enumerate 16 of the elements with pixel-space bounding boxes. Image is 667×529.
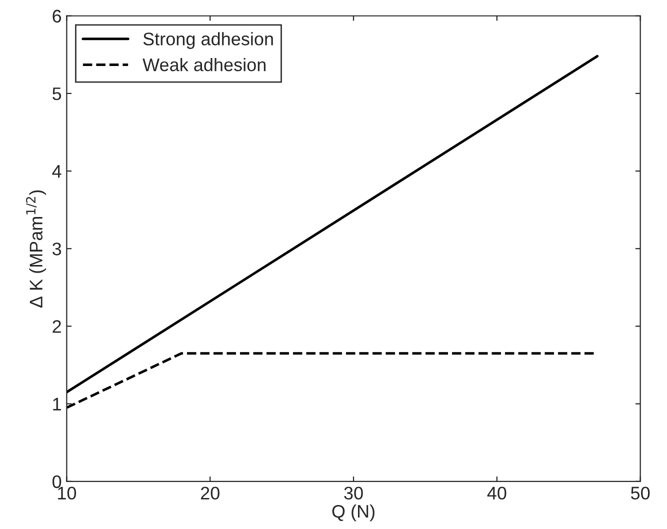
x-tick-label: 10	[58, 486, 76, 500]
y-tick-label: 4	[52, 165, 62, 178]
y-tick-label: 5	[52, 88, 62, 100]
y-tick-label: 2	[52, 320, 61, 333]
x-tick-label: 20	[200, 486, 220, 500]
y-axis-title: Δ K (MPam$^{1/2}$)	[26, 190, 46, 308]
y-tick-label: 0	[52, 475, 62, 488]
x-axis-title: Q (N)	[332, 504, 374, 522]
legend-label: Strong adhesion	[143, 32, 273, 49]
x-tick-label: 50	[631, 486, 650, 500]
y-tick-label: 6	[52, 10, 62, 23]
y-tick-label: 3	[52, 242, 62, 256]
legend-label: Weak adhesion	[142, 58, 266, 72]
x-tick-label: 30	[344, 486, 363, 500]
y-tick-label: 1	[53, 398, 61, 410]
x-tick-label: 40	[487, 486, 506, 500]
